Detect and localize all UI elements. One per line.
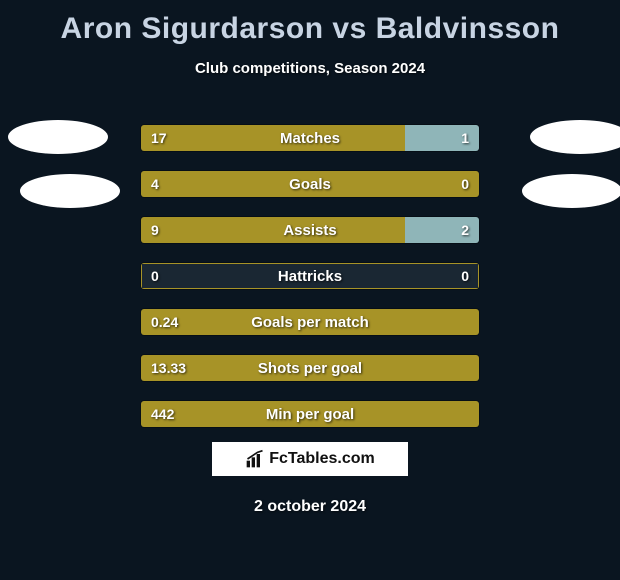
stat-label: Min per goal: [141, 401, 479, 427]
stat-row: 40Goals: [140, 170, 480, 198]
date: 2 october 2024: [0, 498, 620, 516]
brand-box: FcTables.com: [210, 440, 410, 478]
subtitle: Club competitions, Season 2024: [0, 60, 620, 77]
team-logo-right-1: [530, 120, 620, 154]
stat-row: 92Assists: [140, 216, 480, 244]
stat-row: 442Min per goal: [140, 400, 480, 428]
stat-label: Goals per match: [141, 309, 479, 335]
stat-row: 0.24Goals per match: [140, 308, 480, 336]
stat-label: Shots per goal: [141, 355, 479, 381]
stat-row: 13.33Shots per goal: [140, 354, 480, 382]
chart-icon: [245, 449, 265, 469]
team-logo-right-2: [522, 174, 620, 208]
team-logo-left-2: [20, 174, 120, 208]
stats-bars: 171Matches 40Goals 92Assists 00Hattricks 0.2…: [140, 124, 480, 446]
stat-row: 171Matches: [140, 124, 480, 152]
stat-row: 00Hattricks: [140, 262, 480, 290]
brand-text: FcTables.com: [269, 450, 375, 468]
team-logo-left-1: [8, 120, 108, 154]
page-title: Aron Sigurdarson vs Baldvinsson: [0, 0, 620, 46]
stat-label: Matches: [141, 125, 479, 151]
stat-label: Goals: [141, 171, 479, 197]
stat-label: Assists: [141, 217, 479, 243]
stat-label: Hattricks: [141, 263, 479, 289]
